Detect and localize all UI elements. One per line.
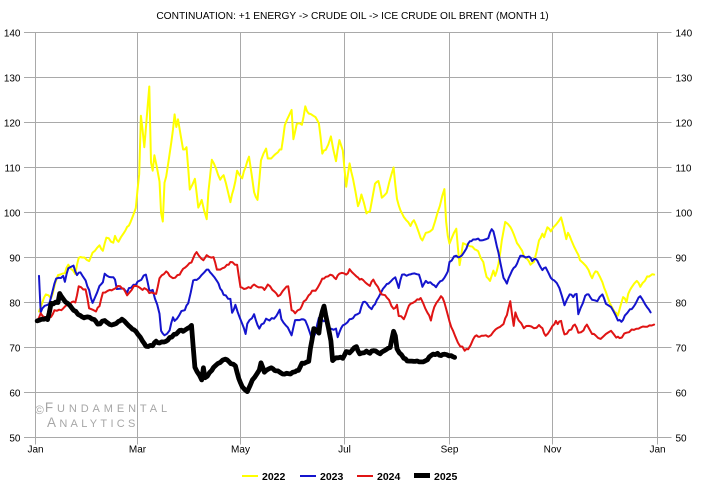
svg-text:Jan: Jan [27, 445, 43, 456]
svg-text:Sep: Sep [441, 445, 459, 456]
svg-text:50: 50 [9, 434, 21, 445]
svg-text:100: 100 [4, 209, 21, 220]
svg-text:140: 140 [4, 29, 21, 40]
svg-text:Jul: Jul [338, 445, 351, 456]
svg-text:110: 110 [676, 164, 692, 175]
svg-text:120: 120 [676, 119, 693, 130]
svg-text:130: 130 [676, 74, 693, 85]
svg-text:60: 60 [676, 389, 688, 400]
svg-text:50: 50 [676, 434, 688, 445]
svg-text:120: 120 [4, 119, 21, 130]
svg-text:70: 70 [9, 344, 21, 355]
svg-text:90: 90 [676, 254, 688, 265]
svg-text:100: 100 [676, 209, 693, 220]
svg-text:80: 80 [9, 299, 21, 310]
svg-text:110: 110 [5, 164, 21, 175]
svg-text:May: May [231, 445, 250, 456]
svg-text:80: 80 [676, 299, 688, 310]
svg-text:140: 140 [676, 29, 693, 40]
svg-text:Nov: Nov [544, 445, 562, 456]
svg-text:90: 90 [9, 254, 21, 265]
svg-text:130: 130 [4, 74, 21, 85]
svg-text:70: 70 [676, 344, 688, 355]
svg-text:Jan: Jan [649, 445, 665, 456]
svg-text:60: 60 [9, 389, 21, 400]
svg-text:Mar: Mar [129, 445, 147, 456]
